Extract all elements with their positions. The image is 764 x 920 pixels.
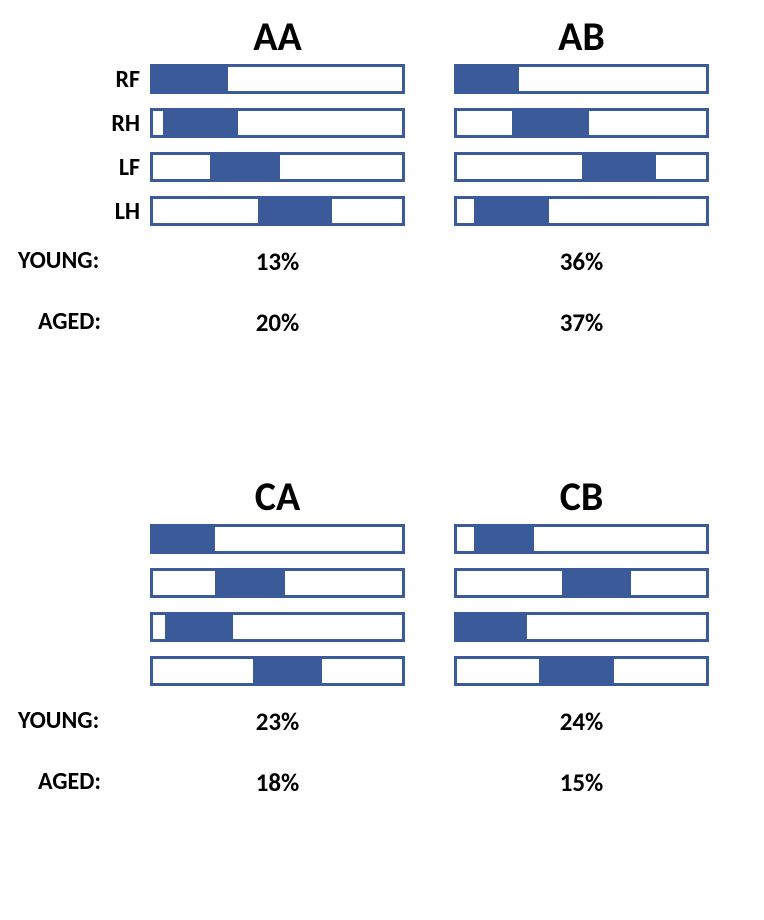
figure-root: AA RF RH LF LH AB CA CB YOUNG: AGED: 13% 20% 36% 37% Y… (0, 0, 764, 920)
row-labels: RF RH LF LH (80, 64, 140, 226)
row-label-lh: LH (80, 197, 140, 226)
bar-fill-lf (582, 155, 657, 179)
stat-value-aged-ca: 18% (218, 767, 338, 798)
row-label-lf: LF (80, 153, 140, 182)
stat-value-aged-cb: 15% (522, 767, 642, 798)
stat-value-aged-aa: 20% (218, 307, 338, 338)
panel-title: AA (150, 12, 405, 61)
stat-value-young-ca: 23% (218, 706, 338, 737)
bar-fill-rf (153, 527, 215, 551)
bar-track-rh (454, 108, 709, 138)
panel-title: CB (454, 472, 709, 521)
stat-label-young: YOUNG: (18, 706, 99, 735)
bars-group (454, 524, 709, 686)
bar-fill-rh (512, 111, 589, 135)
stat-label-young: YOUNG: (18, 246, 99, 275)
bar-fill-lf (210, 155, 280, 179)
bar-track-lf (150, 612, 405, 642)
bar-track-lh (454, 196, 709, 226)
bar-track-lf (150, 152, 405, 182)
bar-track-rh (150, 568, 405, 598)
bar-track-lf (454, 612, 709, 642)
panel-title: CA (150, 472, 405, 521)
panel-title: AB (454, 12, 709, 61)
bar-fill-rf (474, 527, 534, 551)
stat-value-aged-ab: 37% (522, 307, 642, 338)
stat-value-young-cb: 24% (522, 706, 642, 737)
row-label-rh: RH (80, 109, 140, 138)
bar-fill-lh (539, 659, 614, 683)
bar-track-rf (150, 64, 405, 94)
bar-fill-rf (457, 67, 519, 91)
bars-group (454, 64, 709, 226)
stat-label-aged: AGED: (38, 767, 101, 796)
row-label-rf: RF (80, 65, 140, 94)
bar-fill-lf (165, 615, 232, 639)
bar-fill-lh (253, 659, 323, 683)
bar-track-lh (454, 656, 709, 686)
bar-track-lh (150, 656, 405, 686)
bar-track-rf (454, 64, 709, 94)
bar-track-lh (150, 196, 405, 226)
bar-fill-lh (474, 199, 549, 223)
bar-fill-lh (258, 199, 333, 223)
bar-track-rf (454, 524, 709, 554)
bar-track-rf (150, 524, 405, 554)
bar-fill-rf (153, 67, 228, 91)
bar-track-rh (150, 108, 405, 138)
bar-fill-rh (215, 571, 285, 595)
stat-value-young-aa: 13% (218, 246, 338, 277)
bar-fill-rh (163, 111, 238, 135)
bars-group (150, 524, 405, 686)
bar-fill-lf (457, 615, 527, 639)
stat-label-aged: AGED: (38, 307, 101, 336)
bar-track-lf (454, 152, 709, 182)
bar-fill-rh (562, 571, 632, 595)
stat-value-young-ab: 36% (522, 246, 642, 277)
bars-group (150, 64, 405, 226)
bar-track-rh (454, 568, 709, 598)
